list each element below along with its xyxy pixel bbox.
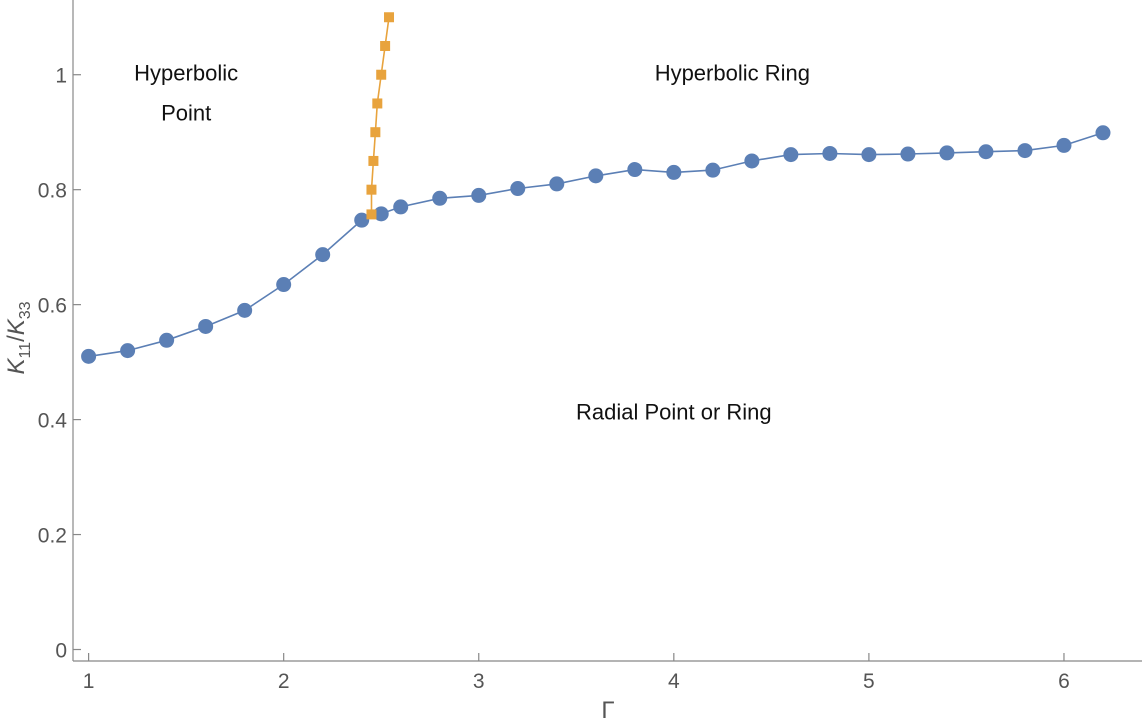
x-axis-label: Γ bbox=[601, 697, 614, 724]
axes: 1 2 3 4 5 6 0 0.2 0.4 0.6 0.8 1 bbox=[38, 0, 1142, 693]
series-1-point bbox=[354, 212, 370, 228]
y-axis-label: K11/K33 bbox=[3, 301, 34, 374]
series-1-point bbox=[861, 147, 877, 163]
annotation-label: Point bbox=[161, 101, 211, 126]
annotation-label: Hyperbolic Ring bbox=[655, 60, 810, 85]
y-tick-label: 0.8 bbox=[38, 180, 67, 203]
series-2-point bbox=[368, 155, 379, 166]
y-axis-label-k2: K bbox=[3, 318, 30, 335]
series-1-point bbox=[1095, 125, 1111, 141]
x-tick-label: 4 bbox=[668, 670, 680, 693]
series-1-point bbox=[744, 153, 760, 169]
series-1 bbox=[81, 125, 1111, 364]
series-1-point bbox=[822, 145, 838, 161]
series-2-point bbox=[366, 184, 377, 195]
x-tick-label: 3 bbox=[473, 670, 485, 693]
series-2-point bbox=[376, 69, 387, 80]
annotation-label: Radial Point or Ring bbox=[576, 400, 772, 425]
series-1-point bbox=[159, 332, 175, 348]
series-1-point bbox=[939, 145, 955, 161]
series-1-point bbox=[978, 144, 994, 160]
series-1-point bbox=[81, 348, 97, 364]
series-layer bbox=[81, 12, 1111, 364]
x-tick-label: 5 bbox=[863, 670, 875, 693]
annotation-label: Hyperbolic bbox=[134, 60, 238, 85]
series-2-point bbox=[380, 40, 391, 51]
y-axis-label-slash: / bbox=[3, 335, 30, 342]
series-2-point bbox=[372, 98, 383, 109]
series-1-point bbox=[666, 164, 682, 180]
series-2 bbox=[366, 12, 395, 220]
y-tick-label: 0.6 bbox=[38, 295, 67, 318]
series-1-line bbox=[88, 132, 1104, 358]
series-1-point bbox=[705, 162, 721, 178]
series-1-point bbox=[120, 343, 136, 359]
x-tick-label: 1 bbox=[83, 670, 95, 693]
series-1-point bbox=[627, 162, 643, 178]
series-1-point bbox=[237, 302, 253, 318]
y-tick-label: 1 bbox=[55, 65, 67, 88]
annotation-layer: Hyperbolic Point Hyperbolic Ring Radial Poi… bbox=[134, 60, 810, 424]
x-tick-label: 6 bbox=[1058, 670, 1070, 693]
series-2-point bbox=[366, 209, 377, 220]
series-1-point bbox=[471, 187, 487, 203]
series-1-point bbox=[510, 181, 526, 197]
series-1-point bbox=[1056, 137, 1072, 153]
series-1-point bbox=[198, 318, 214, 334]
series-2-point bbox=[370, 127, 381, 138]
y-tick-label: 0 bbox=[55, 640, 67, 663]
series-1-point bbox=[1017, 143, 1033, 159]
series-1-point bbox=[783, 147, 799, 163]
series-2-point bbox=[384, 12, 395, 23]
y-tick-label: 0.4 bbox=[38, 410, 68, 433]
series-1-point bbox=[549, 176, 565, 192]
y-tick-label: 0.2 bbox=[38, 525, 67, 548]
series-1-point bbox=[393, 199, 409, 215]
series-1-point bbox=[432, 190, 448, 206]
series-1-point bbox=[315, 247, 331, 263]
series-1-point bbox=[373, 206, 389, 222]
y-axis-label-sub2: 33 bbox=[17, 301, 34, 319]
y-axis-label-k1: K bbox=[3, 358, 30, 375]
y-axis-label-sub1: 11 bbox=[17, 342, 34, 359]
x-tick-label: 2 bbox=[278, 670, 290, 693]
series-1-point bbox=[276, 277, 292, 293]
series-1-point bbox=[900, 146, 916, 162]
series-1-point bbox=[588, 168, 604, 184]
